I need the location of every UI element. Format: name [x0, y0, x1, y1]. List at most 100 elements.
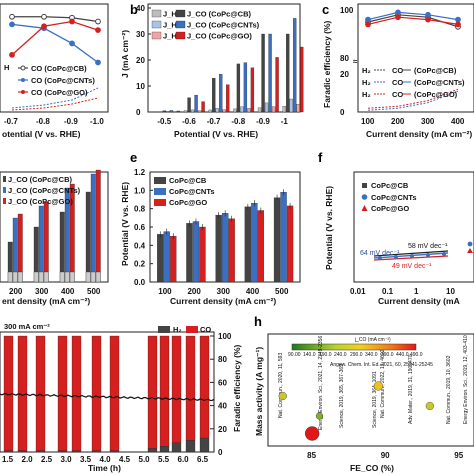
panel-g-h2-bar-3: [57, 450, 68, 453]
panel-e-bar-2-1: [222, 213, 229, 283]
panel-c-legend-co-2: CO: [392, 78, 403, 87]
panel-h-ref-0: Nat. Commun., 2020, 11, 593: [278, 353, 284, 418]
panel-h-ref-4: Science, 2019, 364, 1091: [372, 371, 378, 428]
panel-f-xlabel: Current density (mA: [378, 296, 460, 306]
panel-c-legend-cat-3: (CoPc@GO): [414, 90, 458, 99]
panel-h-colorbar-ticks: 90.00 140.0 190.0 240.0 290.0 340.0 390.0 440.0…: [288, 352, 423, 358]
panel-h-ref-1: Energy Environ. Sci., 2021, 14, 2349-235…: [318, 336, 324, 430]
panel-g-co-bar-11: [199, 335, 210, 439]
panel-g-co-bar-7: [147, 335, 158, 449]
panel-b-legend-swatch-3: [175, 20, 186, 29]
panel-h-point-2: [315, 412, 324, 420]
panel-e-bar-2-0: [215, 214, 222, 283]
panel-c-point-2-0: [365, 21, 371, 28]
panel-b-bar-5-4: [296, 104, 300, 113]
panel-h-ref-7: Nat. Commun., 2019, 10, 3602: [446, 355, 452, 424]
panel-g-h2-bar-5: [91, 450, 102, 453]
panel-h-marks: [278, 381, 434, 441]
panel-c-point-1-1: [395, 9, 401, 16]
panel-g-frame: [0, 331, 215, 453]
panel-g-co-bar-8: [159, 335, 170, 447]
panel-e-legend-2: CoPc@CNTs: [169, 187, 215, 196]
panel-e-ytick-2: 0.4: [134, 241, 146, 250]
panel-d-xtick-0: 200: [9, 287, 23, 296]
panel-g-xtick-4: 3.5: [80, 455, 92, 464]
panel-e-xticks: 100 200 300 400 500: [158, 287, 289, 296]
panel-c-frame: [357, 3, 474, 113]
panel-c-ytick-2: 80: [340, 54, 349, 63]
panel-e-bar-1-0: [186, 223, 193, 283]
panel-e-bar-3-0: [244, 206, 252, 283]
panel-d-legend-swatch-3: [3, 198, 6, 204]
panel-h-ref-5: Nat. Commun., 2022, 13, 4602: [380, 349, 386, 418]
panel-d-h2-bar-1-0: [33, 271, 39, 283]
panel-b-bar-3-1: [236, 63, 241, 113]
panel-b-ylabel: J (mA cm⁻²): [120, 30, 130, 78]
panel-g-h2-bar-6: [109, 450, 120, 453]
panel-h-ref-6: Adv. Mater., 2019, 31, 1903470: [408, 354, 414, 424]
panel-f-fit-go: [373, 255, 449, 261]
panel-a-legend-4: CO (CoPc@GO): [31, 88, 88, 97]
panel-c-point-2-3: [455, 21, 461, 28]
panel-g-h2-bar-11: [199, 437, 210, 453]
panel-e-bar-0-2: [170, 236, 177, 283]
panel-e-ytick-4: 0.8: [134, 205, 146, 214]
panel-f-xtick-0: 0.01: [350, 287, 366, 296]
panel-f-point-6: [467, 241, 473, 247]
panel-h-ref-8: Energy Environ. Sci., 2019, 12, 403-410: [463, 335, 469, 424]
panel-b-bar-2-5: [226, 84, 230, 113]
panel-a-h2-line-0: [11, 87, 99, 109]
panel-d-h2-bar-2-1: [64, 271, 70, 283]
panel-a-legend-1: H: [4, 63, 9, 72]
panel-h-cbtick-5: 340.0: [365, 352, 378, 358]
panel-a-xtick-1: -0.8: [36, 117, 50, 126]
panel-d-h2-bar-0-0: [7, 271, 13, 283]
panel-e-marks: [157, 189, 294, 283]
panel-b-bar-0-3: [169, 110, 174, 113]
panel-c-xtick-0: 100: [361, 117, 375, 126]
panel-b-bar-2-1: [212, 78, 216, 113]
panel-c-ytick-0: 0: [340, 108, 345, 117]
panel-c-xtick-1: 200: [391, 117, 405, 126]
panel-e-bar-0-1: [163, 231, 170, 283]
panel-f-legend-marker-2: [361, 194, 368, 200]
panel-h-colorbar-title: j_CO (mA cm⁻²): [354, 337, 391, 343]
panel-h-cbtick-6: 390.0: [381, 352, 394, 358]
panel-f-point-3: [410, 254, 414, 258]
panel-g-xtick-2: 2.5: [41, 455, 53, 464]
panel-d-h2-bar-1-1: [38, 271, 44, 283]
panel-d-xtick-3: 500: [87, 287, 101, 296]
panel-b-legend-5: J_CO (CoPc@GO): [187, 32, 252, 41]
panel-b-ytick-0: 0: [136, 108, 141, 117]
panel-e-bar-1-1: [192, 221, 200, 283]
panel-g-legend-h2: H₂: [173, 325, 182, 334]
panel-h-cbtick-7: 440.0: [396, 352, 409, 358]
panel-b-legend-swatch-0: [151, 9, 162, 18]
panel-c-h2-line: [367, 88, 459, 109]
panel-a-point-1-0: [9, 21, 15, 28]
panel-h-xtick-1: 90: [381, 451, 390, 460]
panel-b-label: b: [130, 2, 138, 17]
panel-g-legend-swatch-co: [186, 326, 198, 333]
panel-f-xtick-1: 0.1: [382, 287, 394, 296]
panel-b-legend-swatch-5: [175, 31, 186, 40]
panel-b-bar-1-4: [197, 110, 202, 113]
panel-f-label: f: [318, 150, 323, 165]
panel-h-point-3: [373, 381, 383, 391]
panel-a-h2-line-1: [11, 97, 99, 111]
panel-a-xtick-2: -0.9: [64, 117, 78, 126]
panel-c-point-2-1: [395, 14, 401, 21]
panel-b-xtick-0: -0.5: [157, 117, 171, 126]
panel-f-point-1: [378, 256, 382, 260]
panel-b-marks: [159, 18, 304, 113]
panel-e-bar-0-0: [157, 234, 164, 283]
panel-b-bar-3-0: [233, 108, 237, 113]
panel-a-legend: H CO (CoPc@CB) CO (CoPc@CNTs) CO (CoPc@G…: [4, 63, 95, 97]
panel-c: c ≈ 0 20 80 100 100 200 300 400 Faradic effici…: [322, 2, 474, 139]
panel-h-point-0: [278, 391, 287, 401]
panel-f: f CoPc@CB CoPc@CNTs CoPc@GO 64 mV dec⁻¹ …: [318, 150, 474, 306]
panel-f-fit-cb: [373, 250, 449, 257]
panel-g-h2-bar-0: [3, 450, 14, 453]
panel-g-yticks: 0 20 40 60 80 100: [210, 332, 232, 457]
panel-b-bar-0-4: [173, 111, 177, 113]
